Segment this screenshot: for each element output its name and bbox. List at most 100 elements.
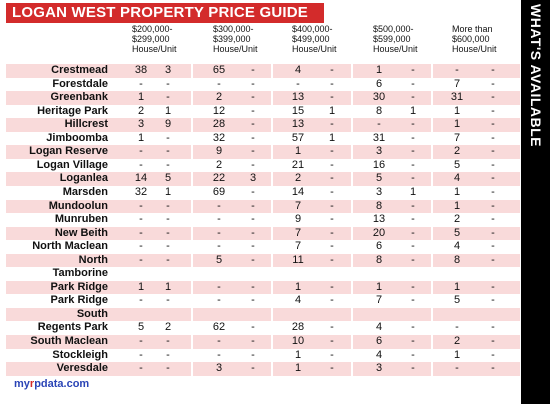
table-row: Tamborine	[6, 267, 520, 281]
table-cell: 6	[375, 335, 383, 347]
suburb-name: Park Ridge	[50, 294, 108, 307]
table-cell: 1	[375, 280, 383, 293]
column-header-1: $200,000- $299,000 House/Unit	[132, 24, 177, 54]
table-cell: 62	[212, 321, 226, 334]
table-cell: -	[411, 348, 415, 361]
table-cell: -	[166, 199, 170, 212]
table-cell: -	[411, 335, 415, 347]
table-cell: -	[166, 213, 170, 226]
suburb-name: Logan Reserve	[29, 145, 108, 158]
table-cell: 8	[453, 253, 461, 266]
table-cell: 3	[164, 64, 172, 76]
column-header-4: $500,000- $599,000 House/Unit	[373, 24, 418, 54]
table-row: Jimboomba 1 - 32 - 57 1 31 - 7 -	[6, 131, 520, 146]
table-cell: -	[251, 280, 255, 293]
table-cell: -	[411, 158, 415, 171]
table-row: South Maclean - - - - 10 - 6 - 2 -	[6, 335, 520, 349]
table-cell: 5	[215, 253, 223, 266]
column-divider	[351, 64, 353, 376]
table-row: Mundoolun - - - - 7 - 8 - 1 -	[6, 199, 520, 214]
table-cell: -	[491, 294, 495, 307]
table-cell: -	[491, 118, 495, 131]
table-cell: -	[139, 213, 143, 226]
table-cell: 7	[294, 240, 302, 253]
table-cell: -	[166, 294, 170, 307]
column-header-5: More than $600,000 House/Unit	[452, 24, 497, 54]
table-cell: -	[491, 104, 495, 117]
table-cell: -	[411, 213, 415, 226]
table-cell: -	[166, 226, 170, 239]
table-cell: 4	[375, 321, 383, 334]
table-cell: -	[330, 77, 334, 90]
table-cell: -	[377, 118, 381, 131]
table-cell: 5	[137, 321, 145, 334]
table-cell: -	[296, 77, 300, 90]
table-cell: -	[166, 240, 170, 253]
table-cell: -	[330, 253, 334, 266]
table-cell: -	[251, 199, 255, 212]
table-cell: -	[491, 199, 495, 212]
table-cell: 38	[134, 64, 148, 76]
table-cell: -	[217, 348, 221, 361]
table-cell: 1	[294, 348, 302, 361]
suburb-name: Greenbank	[50, 91, 108, 104]
table-cell: -	[330, 321, 334, 334]
table-cell: 1	[328, 104, 336, 117]
suburb-name: Park Ridge	[50, 280, 108, 293]
table-row: Heritage Park 2 1 12 - 15 1 8 1 1 -	[6, 104, 520, 119]
table-cell: -	[251, 104, 255, 117]
suburb-name: North	[78, 253, 108, 266]
side-label: WHAT'S AVAILABLE	[528, 4, 544, 148]
table-cell: 7	[294, 226, 302, 239]
table-cell: 2	[215, 91, 223, 104]
table-cell: -	[217, 280, 221, 293]
table-cell: 4	[453, 172, 461, 185]
table-cell: 5	[453, 226, 461, 239]
table-cell: -	[411, 294, 415, 307]
table-row: Greenbank 1 - 2 - 13 - 30 - 31 -	[6, 91, 520, 105]
column-divider	[191, 64, 193, 376]
price-table: Crestmead 38 3 65-4-1- - - Forestdale - - - - - -6-7…	[6, 64, 520, 376]
table-cell: 2	[215, 158, 223, 171]
table-cell: -	[330, 335, 334, 347]
table-cell: -	[217, 335, 221, 347]
table-cell: -	[491, 240, 495, 253]
table-cell: 2	[164, 321, 172, 334]
table-cell: -	[166, 335, 170, 347]
table-cell: 1	[328, 131, 336, 144]
table-cell: 65	[212, 64, 226, 76]
table-cell: -	[139, 362, 143, 375]
table-cell: -	[166, 253, 170, 266]
table-cell: -	[491, 253, 495, 266]
table-cell: -	[330, 64, 334, 76]
table-cell: 1	[453, 348, 461, 361]
table-cell: -	[491, 321, 495, 334]
table-cell: -	[330, 348, 334, 361]
table-cell: 8	[375, 199, 383, 212]
table-cell: 15	[291, 104, 305, 117]
suburb-name: Forestdale	[52, 77, 108, 90]
table-cell: 1	[453, 118, 461, 131]
table-cell: 13	[291, 91, 305, 104]
table-row: Veresdale - - 3 - 1 - 3 - - -	[6, 362, 520, 376]
table-cell: -	[139, 294, 143, 307]
brand-logo: myrpdata.com	[14, 378, 90, 390]
table-cell: 2	[453, 335, 461, 347]
table-row: South	[6, 307, 520, 322]
table-cell: -	[491, 362, 495, 375]
table-cell: -	[411, 91, 415, 104]
table-cell: 3	[249, 172, 257, 185]
table-cell: 3	[375, 145, 383, 158]
table-cell: -	[491, 280, 495, 293]
table-cell: -	[411, 280, 415, 293]
suburb-name: Stockleigh	[52, 348, 108, 361]
table-cell: -	[217, 77, 221, 90]
table-row: Logan Village - - 2 - 21 - 16 - 5 -	[6, 158, 520, 173]
table-cell: -	[330, 158, 334, 171]
table-cell: 57	[291, 131, 305, 144]
table-cell: 1	[164, 185, 172, 198]
table-cell: -	[330, 362, 334, 375]
column-divider	[271, 64, 273, 376]
suburb-name: Regents Park	[37, 321, 108, 334]
table-cell: 1	[409, 185, 417, 198]
